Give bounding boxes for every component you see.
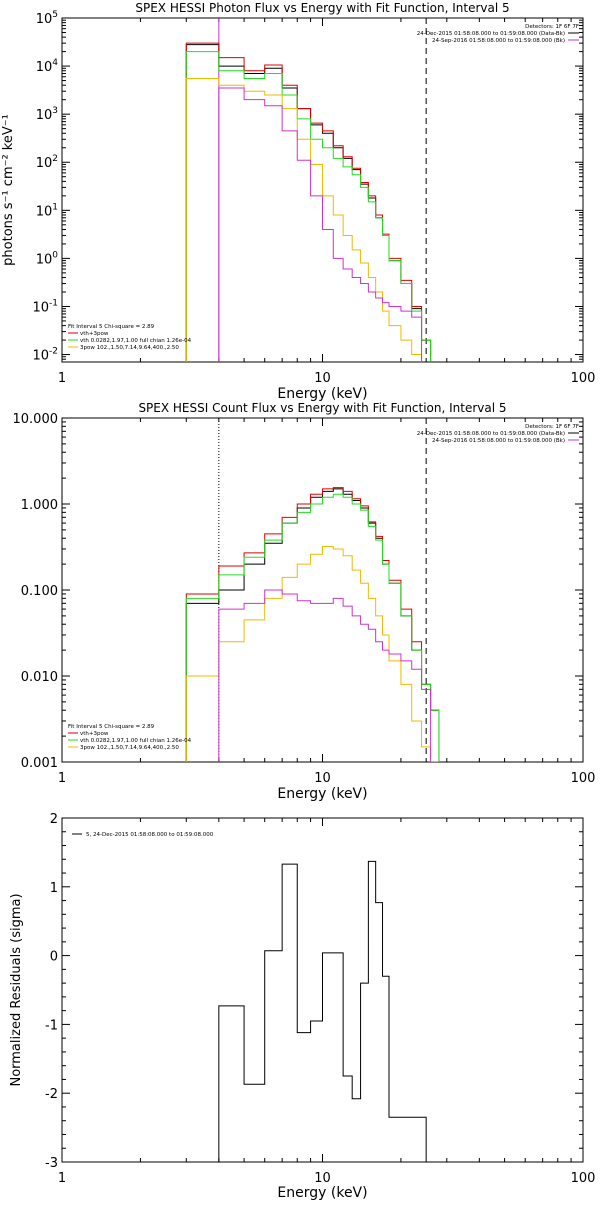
header-text: Detectors: 1F 6F 7F [525, 424, 579, 430]
y-tick-label: 100 [36, 250, 59, 267]
x-tick-label: 10 [314, 1171, 331, 1186]
x-axis-label: Energy (keV) [277, 1185, 367, 1200]
plot-area [218, 860, 427, 1162]
y-tick-label: 0.010 [21, 670, 58, 685]
series-3 [185, 51, 432, 362]
header-text: 24-Dec-2015 01:58:08.000 to 01:59:08.000… [417, 31, 565, 37]
y-tick-label: 10-1 [32, 298, 58, 315]
plot-area [185, 42, 432, 362]
x-tick-label: 1 [58, 1171, 66, 1186]
x-tick-label: 100 [571, 371, 596, 386]
legend-entry: 3pow 102.,1.50,7.14,9.64,400.,2.50 [80, 745, 179, 751]
chart-2: 1 10 100 0.001 0.010 0.100 1.000 10.000 SPEX HES… [13, 401, 596, 802]
y-axis-label: photons s⁻¹ cm⁻² keV⁻¹ [1, 114, 16, 266]
y-tick-label: 102 [36, 154, 58, 171]
plot-frame [61, 417, 584, 763]
x-tick-label: 10 [314, 771, 331, 786]
x-tick-label: 1 [58, 371, 66, 386]
series-3 [185, 493, 440, 762]
legend-entry: vth 0.0282,1.97,1.00 full chian 1.26e-04 [80, 338, 192, 344]
legend-entry: 3pow 102.,1.50,7.14,9.64,400.,2.50 [80, 345, 179, 351]
series-4 [185, 78, 423, 362]
chart-title: SPEX HESSI Photon Flux vs Energy with Fi… [135, 1, 509, 15]
series-2 [185, 487, 440, 762]
legend-title: Fit Interval 5 Chi-square = 2.89 [68, 724, 155, 730]
series-1 [185, 44, 432, 362]
plot-area [185, 487, 440, 762]
y-tick-label: 2 [50, 812, 58, 827]
chart-3: 1 10 100 -3 -2 -1 0 1 2 Energy (keV) Normalized Re… [9, 812, 596, 1201]
header-text: 24-Sep-2016 01:58:08.000 to 01:59:08.000… [432, 438, 565, 444]
y-tick-label: 104 [36, 58, 59, 75]
chart-title: SPEX HESSI Count Flux vs Energy with Fit… [138, 401, 506, 415]
legend-entry: vth+3pow [80, 331, 109, 337]
header-text: Detectors: 1F 6F 7F [525, 24, 579, 30]
header-text: 24-Sep-2016 01:58:08.000 to 01:59:08.000… [432, 38, 565, 44]
series-5 [218, 87, 423, 362]
legend-entry: 5, 24-Dec-2015 01:58:08.000 to 01:59:08.… [86, 832, 214, 838]
series-1 [218, 860, 427, 1162]
y-tick-label: 1.000 [21, 498, 58, 513]
header-text: 24-Dec-2015 01:58:08.000 to 01:59:08.000… [417, 431, 565, 437]
y-tick-label: 10-2 [32, 347, 58, 364]
x-tick-label: 100 [571, 771, 596, 786]
series-2 [185, 42, 432, 362]
y-tick-label: 0.100 [21, 584, 58, 599]
x-tick-label: 100 [571, 1171, 596, 1186]
x-axis-label: Energy (keV) [277, 786, 367, 802]
y-tick-label: 10.000 [13, 412, 59, 427]
y-tick-label: -3 [45, 1156, 58, 1171]
x-axis-label: Energy (keV) [277, 386, 367, 402]
y-tick-label: 1 [50, 881, 58, 896]
x-tick-label: 10 [314, 371, 331, 386]
y-tick-label: -2 [45, 1087, 58, 1102]
series-5 [218, 589, 440, 762]
y-axis-label: Normalized Residuals (sigma) [9, 893, 24, 1086]
series-1 [185, 488, 440, 762]
y-tick-label: 101 [36, 202, 58, 219]
x-tick-label: 1 [58, 771, 66, 786]
legend-entry: vth 0.0282,1.97,1.00 full chian 1.26e-04 [80, 738, 192, 744]
y-tick-label: 105 [36, 10, 58, 27]
y-tick-label: 0.001 [21, 756, 58, 771]
y-tick-label: 103 [36, 106, 58, 123]
y-tick-label: -1 [45, 1018, 58, 1033]
chart-1: 1 10 100 10-2 10-1 100 101 102 103 104 105 SPEX HES… [1, 1, 595, 402]
legend-entry: vth+3pow [80, 731, 109, 737]
y-tick-label: 0 [50, 950, 58, 965]
legend-title: Fit Interval 5 Chi-square = 2.89 [68, 324, 155, 330]
